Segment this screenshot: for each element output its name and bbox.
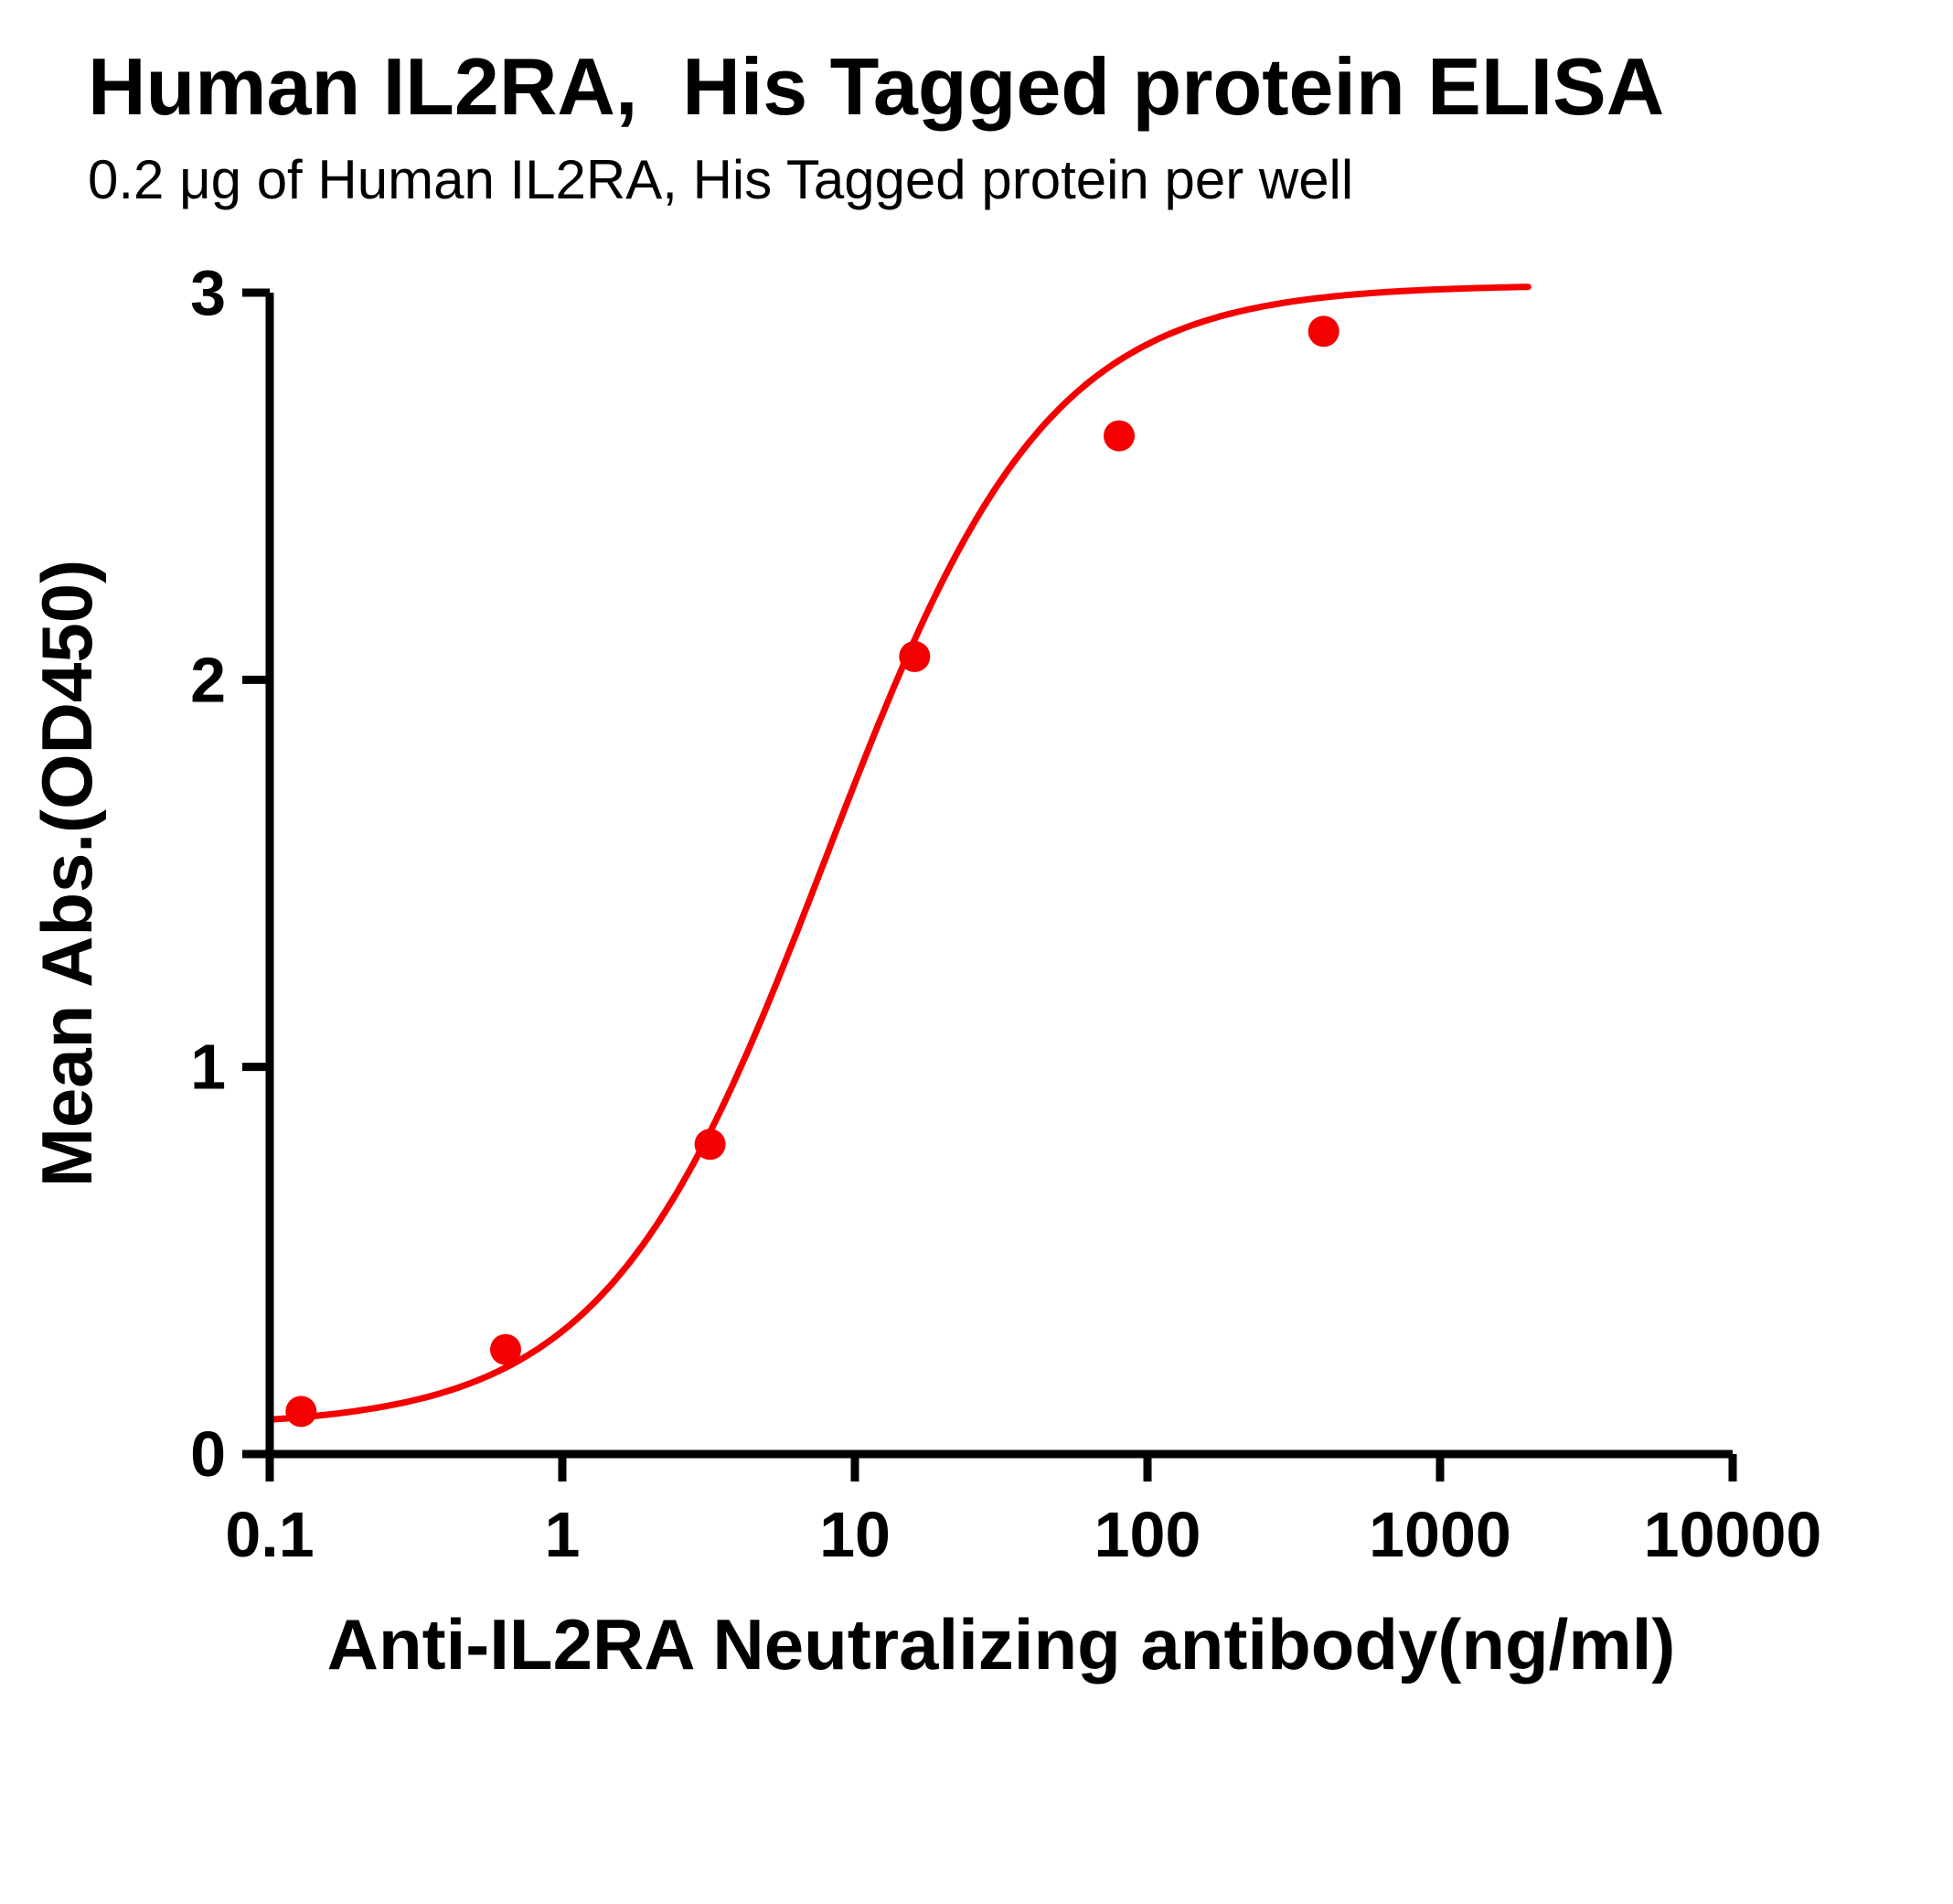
y-tick-label: 2 [190, 644, 226, 715]
x-axis-title: Anti-IL2RA Neutralizing antibody(ng/ml) [327, 1604, 1676, 1685]
data-point [694, 1128, 726, 1161]
data-point [490, 1333, 521, 1365]
y-tick-label: 0 [190, 1418, 226, 1490]
chart-header: Human IL2RA, His Tagged protein ELISA 0.… [88, 40, 1664, 211]
y-tick-label: 1 [190, 1032, 226, 1103]
data-point [1104, 420, 1135, 452]
data-points [285, 316, 1339, 1428]
x-tick-label: 10000 [1644, 1499, 1822, 1570]
x-tick-label: 10 [819, 1499, 891, 1570]
x-tick-label: 1000 [1369, 1499, 1511, 1570]
data-point [1307, 316, 1339, 348]
chart-title: Human IL2RA, His Tagged protein ELISA [88, 41, 1665, 132]
y-tick-label: 3 [190, 257, 226, 328]
x-tick-label: 1 [545, 1499, 581, 1570]
data-point [899, 640, 931, 672]
x-tick-label: 0.1 [225, 1499, 314, 1570]
x-tick-label: 100 [1094, 1499, 1201, 1570]
y-axis-title: Mean Abs.(OD450) [27, 560, 107, 1187]
axes [265, 293, 1733, 1459]
fit-curve [266, 283, 1531, 1423]
elisa-dose-response-chart: 0 1 2 3 0.1 1 10 100 1000 10000 Anti-IL2RA Neutral… [27, 257, 1822, 1685]
chart-subtitle: 0.2 μg of Human IL2RA, His Tagged protei… [88, 149, 1354, 210]
data-point [285, 1396, 317, 1428]
